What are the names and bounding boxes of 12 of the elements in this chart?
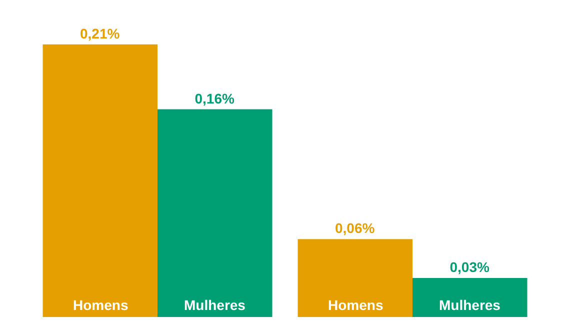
series-label: Homens <box>73 297 128 313</box>
data-label: 0,03% <box>450 259 490 276</box>
data-label: 0,06% <box>335 220 376 236</box>
bar <box>298 239 412 317</box>
series-label: Mulheres <box>184 297 246 313</box>
data-label: 0,21% <box>80 25 120 42</box>
bar <box>158 109 272 317</box>
text: Homens <box>328 297 384 313</box>
text: Mulheres <box>439 297 500 313</box>
bar <box>42 44 158 317</box>
bar <box>412 278 528 317</box>
data-label: 0,16% <box>194 90 235 106</box>
